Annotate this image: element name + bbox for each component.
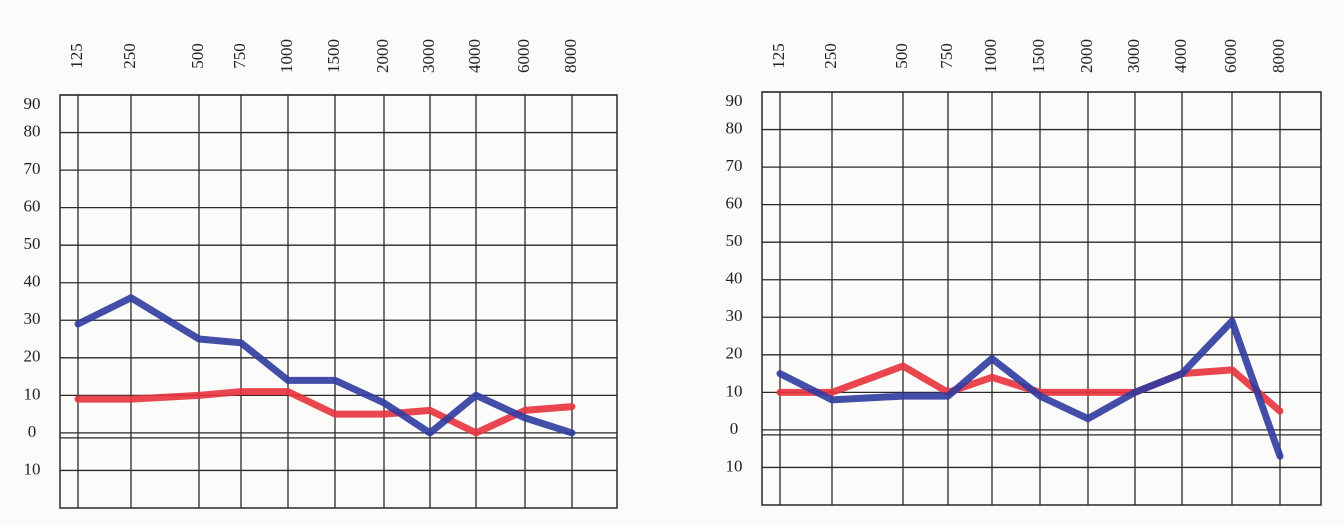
y-tick-label: 90 [24,94,41,113]
x-tick-label: 1000 [981,39,1000,73]
y-tick-label: 20 [24,347,41,366]
x-tick-label: 1500 [1029,39,1048,73]
x-tick-label: 3000 [1124,39,1143,73]
x-tick-label: 125 [67,43,86,69]
x-tick-label: 3000 [419,39,438,73]
y-tick-label: 90 [726,91,743,110]
y-tick-label: 10 [24,384,41,403]
x-tick-label: 2000 [1077,39,1096,73]
x-tick-label: 250 [120,43,139,69]
x-tick-label: 8000 [1269,39,1288,73]
y-tick-label: 20 [726,344,743,363]
x-tick-label: 1500 [324,39,343,73]
x-tick-label: 750 [937,43,956,69]
x-tick-label: 500 [892,43,911,69]
y-tick-label: 0 [730,419,739,438]
y-tick-label: 50 [726,231,743,250]
y-tick-label: 40 [24,272,41,291]
x-tick-label: 250 [821,43,840,69]
y-tick-label: 70 [24,159,41,178]
x-tick-label: 500 [188,43,207,69]
x-tick-label: 4000 [465,39,484,73]
y-tick-label: 10 [24,459,41,478]
plot-border [761,91,1322,506]
hearing-line [776,317,1284,460]
y-tick-label: 80 [24,121,41,140]
y-tick-label: 60 [24,197,41,216]
x-tick-label: 2000 [373,39,392,73]
y-tick-label: 80 [726,118,743,137]
hearing-line [74,388,576,437]
y-tick-label: 30 [726,306,743,325]
x-tick-label: 6000 [514,39,533,73]
audiogram: 10 0 10 20 30 40 50 60 70 80 90 125 250 500 750 1000 150… [24,39,618,509]
y-tick-label: 30 [24,309,41,328]
y-tick-label: 60 [726,194,743,213]
hearing-line [74,294,576,437]
y-tick-label: 10 [726,456,743,475]
y-tick-label: 70 [726,156,743,175]
x-tick-label: 6000 [1221,39,1240,73]
x-tick-label: 8000 [561,39,580,73]
x-tick-label: 125 [769,43,788,69]
x-tick-label: 4000 [1171,39,1190,73]
y-tick-label: 0 [28,422,37,441]
x-tick-label: 750 [230,43,249,69]
y-tick-label: 50 [24,234,41,253]
x-tick-label: 1000 [277,39,296,73]
y-tick-label: 10 [726,381,743,400]
y-tick-label: 40 [726,269,743,288]
audiogram: 10 0 10 20 30 40 50 60 70 80 90 125 250 500 750 1000 150… [726,39,1322,506]
